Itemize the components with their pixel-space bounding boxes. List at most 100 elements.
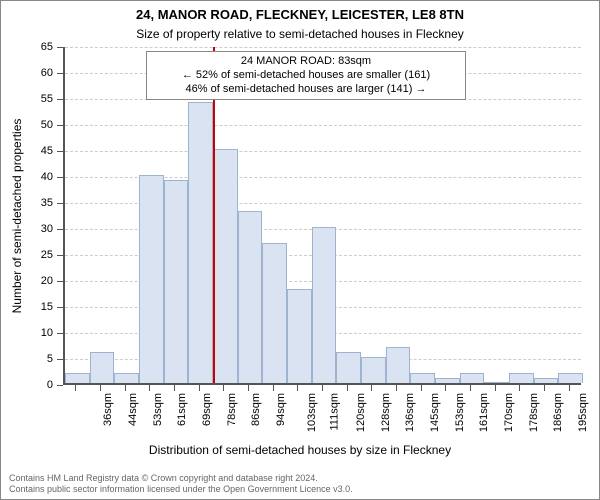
y-tick-mark (57, 307, 63, 308)
x-tick-mark (248, 385, 249, 391)
y-tick-label: 5 (1, 353, 53, 365)
copyright-text: Contains HM Land Registry data © Crown c… (9, 473, 353, 496)
histogram-bar (262, 243, 287, 383)
histogram-bar (336, 352, 361, 383)
copyright-line: Contains HM Land Registry data © Crown c… (9, 473, 353, 484)
x-tick-mark (149, 385, 150, 391)
x-tick-label: 136sqm (404, 393, 416, 432)
histogram-bar (386, 347, 411, 383)
x-tick-label: 111sqm (329, 393, 341, 431)
x-tick-label: 36sqm (102, 393, 114, 426)
x-tick-label: 103sqm (306, 393, 318, 432)
y-tick-label: 60 (1, 67, 53, 79)
y-gridline (65, 125, 581, 126)
x-tick-label: 128sqm (380, 393, 392, 432)
histogram-bar (238, 211, 263, 383)
histogram-bar (460, 373, 485, 383)
histogram-bar (139, 175, 164, 383)
y-tick-mark (57, 203, 63, 204)
histogram-bar (213, 149, 238, 383)
x-tick-mark (297, 385, 298, 391)
histogram-bar (484, 382, 509, 383)
x-tick-mark (273, 385, 274, 391)
y-tick-mark (57, 385, 63, 386)
x-tick-label: 69sqm (201, 393, 213, 426)
x-tick-mark (199, 385, 200, 391)
x-axis-label: Distribution of semi-detached houses by … (1, 443, 599, 457)
x-tick-mark (495, 385, 496, 391)
y-gridline (65, 151, 581, 152)
y-tick-label: 55 (1, 93, 53, 105)
histogram-bar (509, 373, 534, 383)
x-tick-mark (347, 385, 348, 391)
annotation-line: 46% of semi-detached houses are larger (… (153, 83, 459, 97)
y-tick-mark (57, 99, 63, 100)
x-tick-mark (223, 385, 224, 391)
x-tick-label: 120sqm (355, 393, 367, 432)
x-tick-label: 153sqm (454, 393, 466, 432)
x-tick-label: 94sqm (275, 393, 287, 426)
x-tick-label: 78sqm (226, 393, 238, 426)
x-tick-mark (421, 385, 422, 391)
x-tick-mark (75, 385, 76, 391)
annotation-box: 24 MANOR ROAD: 83sqm← 52% of semi-detach… (146, 51, 466, 100)
y-tick-mark (57, 47, 63, 48)
y-tick-label: 20 (1, 275, 53, 287)
title-sub: Size of property relative to semi-detach… (1, 27, 599, 41)
x-tick-mark (371, 385, 372, 391)
x-tick-mark (519, 385, 520, 391)
x-tick-mark (470, 385, 471, 391)
y-tick-mark (57, 281, 63, 282)
y-tick-mark (57, 333, 63, 334)
x-tick-label: 61sqm (176, 393, 188, 426)
x-tick-label: 86sqm (250, 393, 262, 426)
x-tick-label: 186sqm (552, 393, 564, 432)
histogram-bar (164, 180, 189, 383)
y-tick-label: 15 (1, 301, 53, 313)
x-tick-mark (445, 385, 446, 391)
x-tick-label: 195sqm (577, 393, 589, 432)
x-tick-mark (569, 385, 570, 391)
x-tick-mark (396, 385, 397, 391)
histogram-bar (534, 378, 559, 383)
x-tick-label: 161sqm (478, 393, 490, 432)
y-tick-mark (57, 255, 63, 256)
x-tick-label: 53sqm (152, 393, 164, 426)
y-tick-mark (57, 125, 63, 126)
histogram-bar (558, 373, 583, 383)
y-tick-mark (57, 73, 63, 74)
x-tick-mark (125, 385, 126, 391)
y-tick-mark (57, 151, 63, 152)
figure: 24, MANOR ROAD, FLECKNEY, LEICESTER, LE8… (0, 0, 600, 500)
x-tick-label: 170sqm (503, 393, 515, 432)
x-tick-mark (100, 385, 101, 391)
histogram-bar (114, 373, 139, 383)
histogram-bar (435, 378, 460, 383)
annotation-line: 24 MANOR ROAD: 83sqm (153, 55, 459, 69)
x-tick-label: 44sqm (127, 393, 139, 426)
histogram-bar (361, 357, 386, 383)
histogram-bar (188, 102, 213, 383)
y-tick-label: 30 (1, 223, 53, 235)
y-gridline (65, 47, 581, 48)
histogram-bar (312, 227, 337, 383)
x-tick-mark (544, 385, 545, 391)
copyright-line: Contains public sector information licen… (9, 484, 353, 495)
y-tick-label: 25 (1, 249, 53, 261)
x-tick-mark (174, 385, 175, 391)
y-tick-mark (57, 229, 63, 230)
y-tick-label: 45 (1, 145, 53, 157)
y-tick-label: 10 (1, 327, 53, 339)
x-tick-mark (322, 385, 323, 391)
y-tick-label: 40 (1, 171, 53, 183)
histogram-bar (65, 373, 90, 383)
y-tick-mark (57, 177, 63, 178)
x-tick-label: 145sqm (429, 393, 441, 432)
y-tick-label: 0 (1, 379, 53, 391)
y-tick-mark (57, 359, 63, 360)
y-tick-label: 35 (1, 197, 53, 209)
histogram-bar (410, 373, 435, 383)
annotation-line: ← 52% of semi-detached houses are smalle… (153, 69, 459, 83)
histogram-bar (287, 289, 312, 383)
histogram-bar (90, 352, 115, 383)
